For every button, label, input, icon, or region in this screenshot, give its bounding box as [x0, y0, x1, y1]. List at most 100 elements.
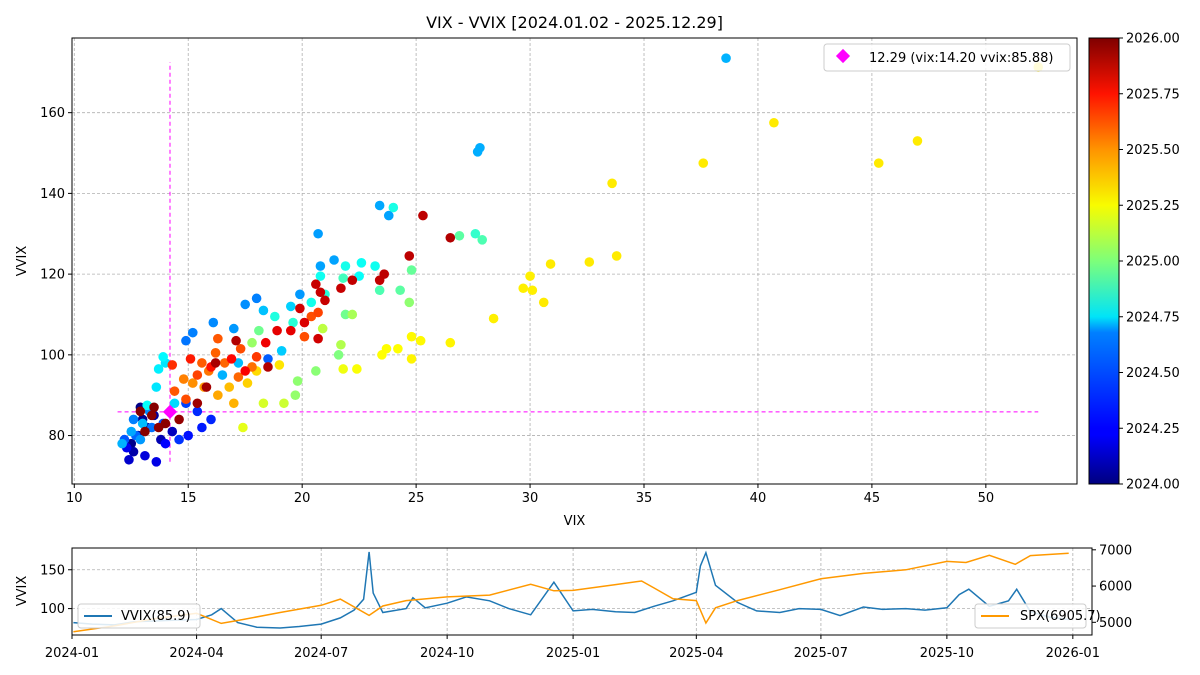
scatter-point [274, 360, 285, 370]
sub-x-axis: 2024-01 2024-04 2024-07 2024-10 2025-01 2025-… [45, 635, 1100, 661]
latest-marker-group [162, 404, 178, 419]
scatter-point [137, 418, 148, 429]
scatter-point [445, 232, 456, 243]
scatter-point [149, 402, 159, 413]
sub-legend-left-box [77, 603, 201, 629]
scatter-point [146, 410, 157, 421]
scatter-point [388, 202, 399, 213]
sub-x-tick-label: 2025-01 [546, 646, 600, 661]
scatter-point [192, 398, 203, 409]
scatter-point [295, 289, 305, 300]
scatter-point [233, 372, 244, 382]
scatter-point [912, 136, 923, 146]
scatter-point [201, 382, 212, 392]
scatter-point [313, 333, 323, 344]
x-tick-label: 25 [408, 491, 425, 506]
x-tick-label: 20 [294, 491, 311, 506]
y-tick-label: 140 [40, 187, 65, 202]
spx-series-line [73, 552, 1069, 633]
scatter-point [475, 142, 485, 153]
scatter-point [383, 210, 394, 221]
main-legend: 12.29 (vix:14.20 vvix:85.88) [823, 43, 1071, 72]
scatter-point [527, 285, 538, 296]
scatter-point [153, 364, 164, 374]
scatter-point [224, 382, 235, 392]
scatter-point [272, 325, 282, 336]
scatter-point [404, 297, 415, 308]
scatter-point [169, 386, 180, 396]
scatter-point [340, 261, 351, 271]
scatter-point [333, 350, 344, 360]
sub-x-tick-label: 2025-10 [920, 646, 974, 661]
scatter-point [263, 362, 273, 372]
scatter-point [192, 406, 203, 417]
scatter-point [187, 378, 198, 388]
reference-lines [117, 62, 1039, 462]
scatter-point [454, 230, 465, 241]
scatter-point [470, 228, 481, 239]
scatter-point [263, 354, 273, 364]
scatter-point [370, 261, 380, 271]
main-x-axis-label: VIX [564, 514, 586, 529]
scatter-point [226, 354, 237, 364]
scatter-point [210, 358, 221, 368]
scatter-point [213, 390, 223, 401]
scatter-point [117, 438, 127, 449]
scatter-point [126, 426, 137, 437]
scatter-point [185, 354, 196, 364]
scatter-point [231, 335, 241, 346]
x-tick-label: 15 [180, 491, 197, 506]
scatter-point [347, 275, 358, 285]
scatter-point [240, 366, 250, 376]
scatter-point [329, 255, 339, 265]
scatter-point [356, 258, 367, 268]
scatter-point [393, 343, 403, 354]
x-tick-label: 30 [522, 491, 539, 506]
x-tick-label: 40 [750, 491, 767, 506]
colorbar-tick-label: 2026.00 [1126, 32, 1180, 47]
scatter-point [160, 438, 171, 449]
scatter-point [270, 311, 280, 322]
scatter-point [167, 360, 178, 370]
scatter-point [477, 235, 488, 245]
scatter-point [315, 261, 326, 271]
scatter-point [721, 53, 731, 63]
scatter-point [299, 317, 310, 328]
sub-legend-right: SPX(6905.7) [974, 603, 1101, 629]
scatter-point [229, 398, 239, 409]
scatter-point [181, 335, 191, 346]
scatter-point [247, 337, 257, 348]
sub-plot-frame [71, 547, 1093, 636]
sub-y2-tick-label: 7000 [1099, 543, 1132, 558]
scatter-point [251, 293, 262, 304]
main-gridlines [72, 38, 1077, 484]
colorbar-gradient [1088, 37, 1120, 485]
scatter-point [288, 317, 298, 328]
scatter-point [315, 287, 326, 298]
scatter-point [406, 331, 417, 342]
scatter-point [158, 352, 168, 362]
scatter-point [292, 376, 303, 386]
y-tick-label: 100 [40, 348, 65, 363]
sub-y-tick-label: 100 [40, 602, 65, 617]
scatter-point [258, 305, 269, 316]
scatter-point [242, 378, 253, 388]
scatter-point [415, 335, 426, 346]
scatter-point [340, 309, 351, 320]
scatter-point [192, 370, 203, 380]
sub-legend-right-label: SPX(6905.7) [1020, 609, 1101, 624]
colorbar-tick-label: 2025.75 [1126, 87, 1180, 102]
main-y-axis: 80 100 120 140 160 [40, 106, 72, 444]
scatter-point [279, 398, 289, 409]
colorbar-tick-label: 2025.00 [1126, 255, 1180, 270]
y-tick-label: 120 [40, 268, 65, 283]
scatter-point [187, 327, 198, 338]
scatter-point [545, 259, 556, 269]
vvix-series-line [73, 550, 1069, 629]
scatter-point [381, 343, 392, 354]
sub-x-tick-label: 2026-01 [1046, 646, 1100, 661]
scatter-point [338, 364, 348, 374]
main-y-axis-label: VVIX [15, 246, 30, 277]
scatter-point [607, 178, 617, 189]
